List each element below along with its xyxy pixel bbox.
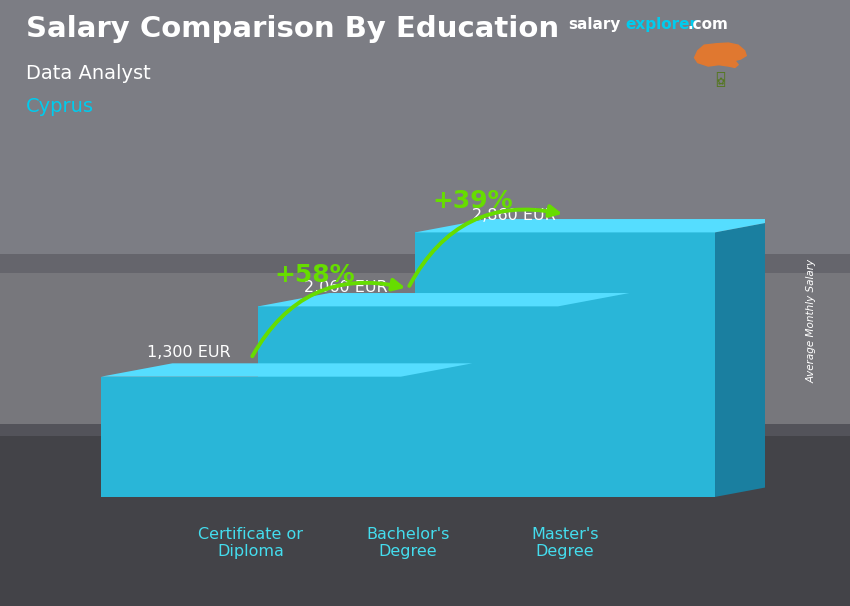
Polygon shape [401,364,473,497]
Polygon shape [258,307,558,497]
Text: Cyprus: Cyprus [26,97,94,116]
Text: explorer: explorer [626,17,698,32]
Text: Average Monthly Salary: Average Monthly Salary [807,259,817,383]
Text: 2,860 EUR: 2,860 EUR [473,208,556,223]
Text: ✿: ✿ [717,78,724,88]
Polygon shape [101,364,473,377]
Polygon shape [258,293,629,307]
Polygon shape [415,232,715,497]
Polygon shape [101,377,401,497]
Text: +58%: +58% [275,263,355,287]
Polygon shape [558,293,629,497]
Text: +39%: +39% [432,189,513,213]
Text: Salary Comparison By Education: Salary Comparison By Education [26,15,558,43]
Text: 1,300 EUR: 1,300 EUR [147,345,231,360]
Polygon shape [415,219,786,232]
Text: salary: salary [568,17,620,32]
Text: Bachelor's
Degree: Bachelor's Degree [366,527,450,559]
Polygon shape [694,43,746,67]
Text: .com: .com [688,17,728,32]
Text: Master's
Degree: Master's Degree [531,527,599,559]
Polygon shape [715,219,786,497]
Text: 〜: 〜 [716,70,725,88]
Text: 2,060 EUR: 2,060 EUR [304,281,388,295]
Text: Certificate or
Diploma: Certificate or Diploma [198,527,303,559]
Text: Data Analyst: Data Analyst [26,64,150,82]
